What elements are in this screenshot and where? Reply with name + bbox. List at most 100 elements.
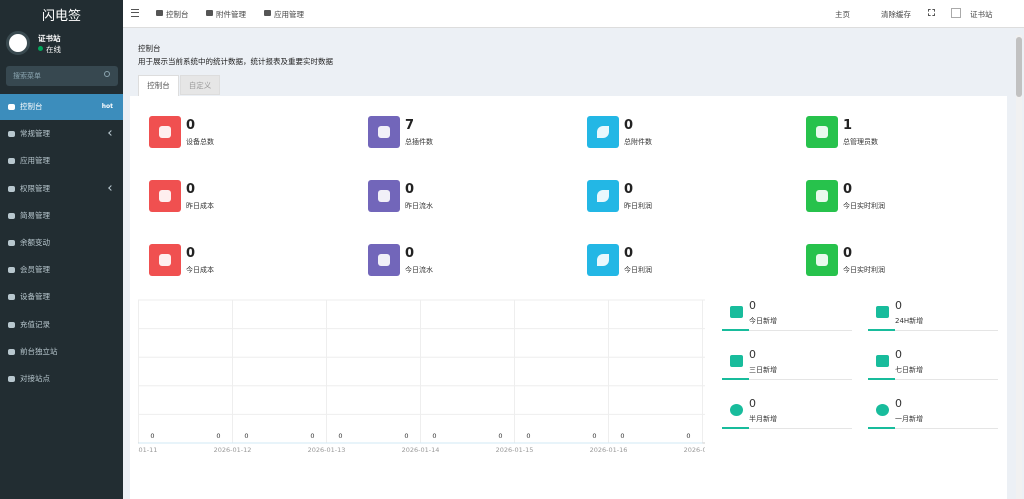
fullscreen[interactable]	[928, 9, 935, 16]
clear-cache[interactable]: 清除缓存	[881, 10, 911, 19]
mini-rule	[722, 379, 852, 380]
stat-value: 7	[405, 118, 415, 133]
menu-label: 设备管理	[20, 292, 50, 302]
menu-label: 充值记录	[20, 319, 50, 329]
mini-rule	[868, 379, 998, 380]
logo[interactable]: 闪电签	[41, 9, 81, 24]
menu-icon	[8, 294, 15, 301]
mini-label: 三日新增	[749, 366, 777, 374]
search-placeholder: 搜索菜单	[13, 72, 41, 80]
menu-item[interactable]: 设备管理	[0, 284, 123, 310]
stat-value: 1	[843, 118, 853, 133]
menu-item[interactable]: 余额变动	[0, 230, 123, 256]
mini-bar	[722, 378, 749, 380]
tab[interactable]: 自定义	[180, 75, 220, 95]
menu-item[interactable]: 简易管理	[0, 203, 123, 229]
page-subtitle: 用于展示当前系统中的统计数据，统计报表及重要实时数据	[138, 57, 333, 66]
sidebar: 闪电签 证书站 在线 搜索菜单 控制台 hot 常规管理 应用管理 权限管理 简易管理 余额…	[0, 0, 123, 499]
data-label: 0	[404, 432, 408, 440]
menu-item[interactable]: 对接站点	[0, 366, 123, 392]
menu-icon	[8, 212, 15, 219]
stat-label: 今日流水	[405, 266, 433, 274]
stat-value: 0	[186, 246, 196, 261]
data-label: 0	[592, 432, 596, 440]
icon-glyph	[378, 254, 390, 266]
menu-label: 简易管理	[20, 210, 50, 220]
data-label: 0	[620, 432, 624, 440]
menu-item[interactable]: 控制台 hot	[0, 94, 123, 120]
mini-value: 0	[895, 348, 902, 361]
mini-value: 0	[895, 397, 902, 410]
menu-icon	[8, 240, 15, 246]
data-label: 0	[338, 432, 342, 440]
search-box[interactable]: 搜索菜单	[6, 66, 118, 86]
x-tick-label: 2026-01-13	[308, 446, 346, 454]
menu-icon	[8, 321, 15, 328]
mini-value: 0	[895, 299, 902, 312]
menu-item[interactable]: 权限管理	[0, 176, 123, 202]
stat-icon	[587, 244, 619, 276]
menu-label: 权限管理	[20, 183, 50, 193]
stat-label: 设备总数	[186, 138, 214, 146]
menu-item[interactable]: 充值记录	[0, 312, 123, 338]
home-link[interactable]: 主页	[835, 10, 850, 19]
icon-glyph	[159, 254, 171, 266]
nav-tab[interactable]: 控制台	[166, 10, 189, 19]
user-menu[interactable]: 证书站	[970, 10, 993, 19]
stat-icon	[368, 116, 400, 148]
stat-icon	[806, 244, 838, 276]
menu-icon	[8, 376, 15, 382]
icon-glyph	[597, 190, 609, 202]
nav-icon	[264, 10, 271, 16]
stat-icon	[587, 116, 619, 148]
mini-rule	[868, 330, 998, 331]
menu-icon	[8, 348, 15, 355]
tab-active[interactable]: 控制台	[138, 75, 179, 96]
stat-icon	[149, 180, 181, 212]
menu-label: 前台独立站	[20, 346, 58, 356]
data-label: 0	[216, 432, 220, 440]
mini-bar	[868, 378, 895, 380]
stat-icon	[149, 244, 181, 276]
mini-icon	[876, 355, 889, 367]
mini-label: 24H新增	[895, 317, 924, 325]
stat-icon	[149, 116, 181, 148]
mini-label: 一月新增	[895, 415, 923, 423]
icon-glyph	[597, 254, 609, 266]
icon-glyph	[378, 190, 390, 202]
mini-icon	[730, 355, 743, 367]
menu-icon	[8, 104, 15, 110]
menu-toggle[interactable]	[131, 9, 139, 17]
stat-label: 总附件数	[624, 138, 652, 146]
menu-item[interactable]: 常规管理	[0, 121, 123, 147]
mini-bar	[722, 329, 749, 331]
stat-value: 0	[186, 182, 196, 197]
nav-icon	[206, 10, 213, 16]
mini-bar	[722, 427, 749, 429]
stat-icon	[806, 180, 838, 212]
nav-tab[interactable]: 附件管理	[216, 10, 246, 19]
menu-item[interactable]: 会员管理	[0, 257, 123, 283]
stat-value: 0	[186, 118, 196, 133]
mini-bar	[868, 329, 895, 331]
menu-label: 会员管理	[20, 265, 50, 275]
stat-value: 0	[624, 246, 634, 261]
menu-arrow	[108, 184, 114, 191]
x-tick-label: 2026-01-17	[684, 446, 705, 454]
menu-item[interactable]: 应用管理	[0, 148, 123, 174]
menu-item[interactable]: 前台独立站	[0, 339, 123, 365]
panel	[130, 96, 1007, 499]
menu-icon	[8, 131, 15, 138]
user-name: 证书站	[38, 34, 61, 43]
menu-arrow	[108, 130, 114, 137]
nav-icon	[156, 10, 163, 16]
nav-tab[interactable]: 应用管理	[274, 10, 304, 19]
menu-badge: hot	[101, 103, 113, 110]
menu-label: 对接站点	[20, 374, 50, 383]
mini-value: 0	[749, 348, 756, 361]
mini-icon	[730, 306, 743, 318]
user-avatar	[951, 8, 961, 18]
x-tick-label: 2026-01-14	[402, 446, 440, 454]
mini-bar	[868, 427, 895, 429]
scrollbar	[1016, 35, 1022, 499]
